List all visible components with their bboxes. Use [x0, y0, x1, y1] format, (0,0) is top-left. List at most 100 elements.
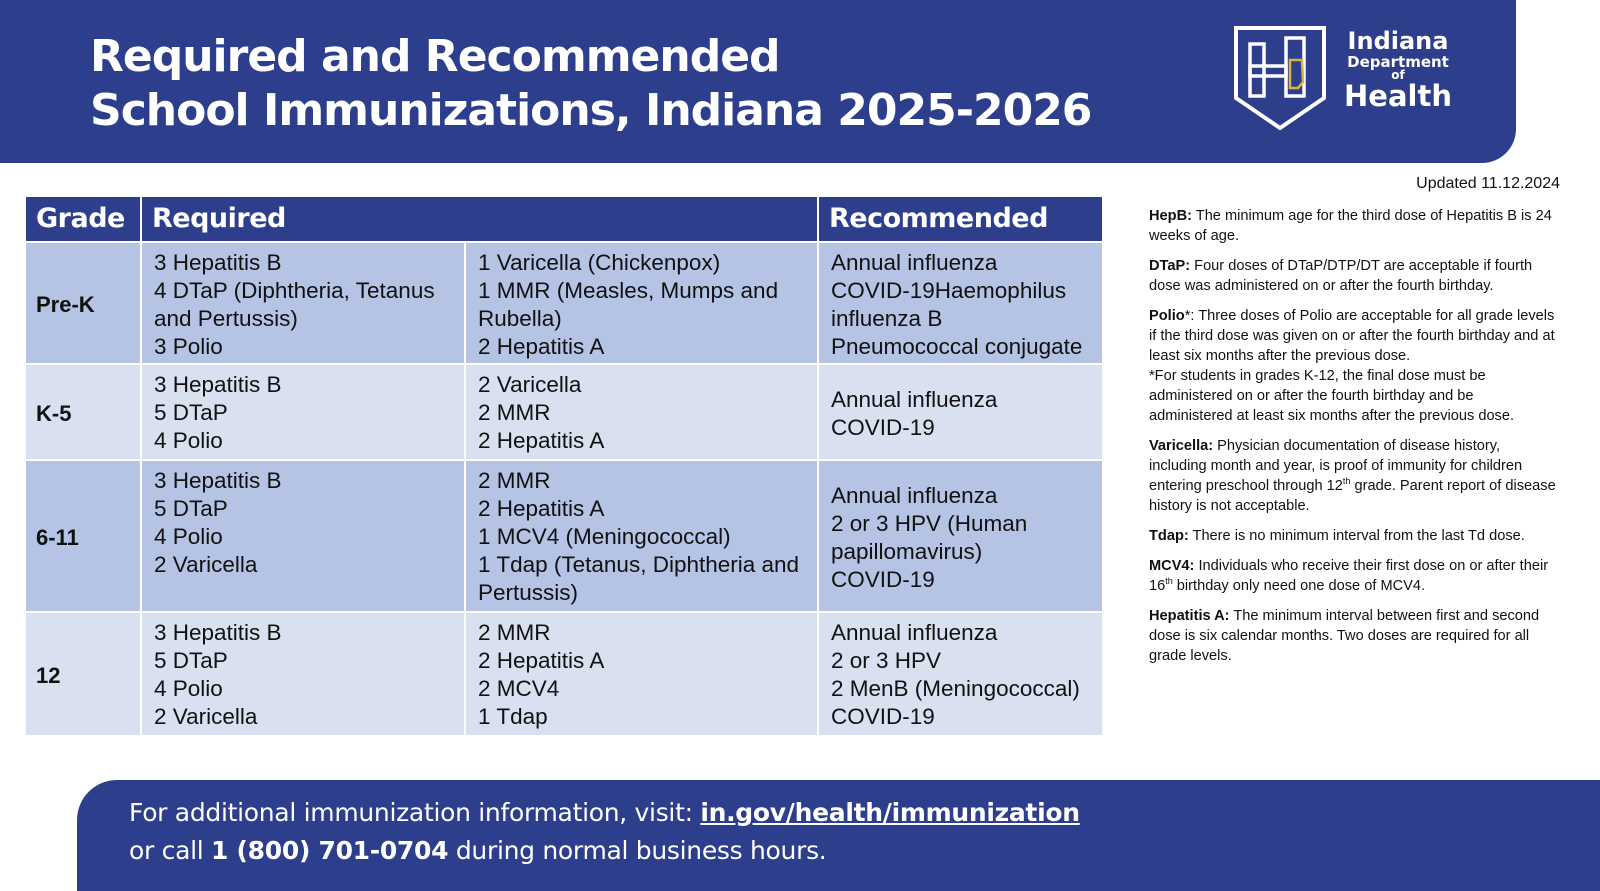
title-line-2: School Immunizations, Indiana 2025-2026	[90, 85, 1092, 136]
note-text: Four doses of DTaP/DTP/DT are acceptable…	[1149, 258, 1533, 294]
vaccine-item: 2 Varicella	[478, 372, 582, 397]
vaccine-item: 2 or 3 HPV (Human papillomavirus)	[831, 511, 1028, 564]
vaccine-item: 3 Polio	[154, 334, 223, 359]
page-title: Required and Recommended School Immuniza…	[90, 30, 1092, 138]
vaccine-item: COVID-19	[831, 415, 935, 440]
vaccine-item: 2 Varicella	[154, 552, 258, 577]
vaccine-item: 1 Tdap	[478, 704, 548, 729]
note-text: The minimum interval between first and s…	[1149, 608, 1540, 664]
note-label: Polio	[1149, 308, 1185, 324]
vaccine-item: 2 Hepatitis A	[478, 334, 605, 359]
required-cell-b: 1 Varicella (Chickenpox) 1 MMR (Measles, …	[464, 241, 819, 365]
note-mcv4: MCV4: Individuals who receive their firs…	[1149, 556, 1561, 596]
required-cell-b: 2 Varicella 2 MMR 2 Hepatitis A	[464, 363, 819, 461]
vaccine-item: 3 Hepatitis B	[154, 250, 282, 275]
shield-icon	[1234, 26, 1326, 131]
note-label: DTaP:	[1149, 258, 1191, 274]
header-recommended: Recommended	[817, 197, 1104, 243]
note-dtap: DTaP: Four doses of DTaP/DTP/DT are acce…	[1149, 256, 1561, 296]
logo-line-3: of	[1391, 68, 1405, 82]
note-hepb: HepB: The minimum age for the third dose…	[1149, 206, 1561, 246]
note-footnote: *For students in grades K-12, the final …	[1149, 368, 1515, 424]
vaccine-item: 1 MCV4 (Meningococcal)	[478, 524, 731, 549]
note-tdap: Tdap: There is no minimum interval from …	[1149, 526, 1561, 546]
note-superscript: th	[1165, 576, 1173, 587]
vaccine-item: 2 Hepatitis A	[478, 428, 605, 453]
note-text: There is no minimum interval from the la…	[1188, 528, 1525, 544]
note-label: MCV4:	[1149, 558, 1195, 574]
note-hepa: Hepatitis A: The minimum interval betwee…	[1149, 606, 1561, 666]
vaccine-item: 4 DTaP (Diphtheria, Tetanus and Pertussi…	[154, 278, 435, 331]
vaccine-item: 3 Hepatitis B	[154, 620, 282, 645]
vaccine-item: 1 Varicella (Chickenpox)	[478, 250, 721, 275]
vaccine-item: 2 Varicella	[154, 704, 258, 729]
grade-cell: K-5	[24, 363, 142, 461]
table-row: Pre-K 3 Hepatitis B 4 DTaP (Diphtheria, T…	[24, 241, 1104, 365]
vaccine-item: 2 MCV4	[478, 676, 560, 701]
recommended-cell: Annual influenza COVID-19	[817, 363, 1104, 461]
note-text: birthday only need one dose of MCV4.	[1172, 578, 1426, 594]
vaccine-item: COVID-19Haemophilus influenza B	[831, 278, 1067, 331]
vaccine-item: 2 Hepatitis A	[478, 648, 605, 673]
note-superscript: th	[1342, 476, 1351, 487]
updated-date: Updated 11.12.2024	[1416, 175, 1560, 192]
table-row: 12 3 Hepatitis B 5 DTaP 4 Polio 2 Varicella…	[24, 611, 1104, 737]
grade-cell: 6-11	[24, 459, 142, 613]
note-label: Tdap:	[1149, 528, 1189, 544]
vaccine-item: Pneumococcal conjugate	[831, 334, 1083, 359]
vaccine-item: 4 Polio	[154, 428, 223, 453]
phone-number: 1 (800) 701-0704	[211, 836, 449, 865]
vaccine-item: Annual influenza	[831, 387, 998, 412]
vaccine-item: 1 MMR (Measles, Mumps and Rubella)	[478, 278, 779, 331]
note-label: Varicella:	[1149, 438, 1214, 454]
logo-line-1: Indiana	[1347, 27, 1449, 55]
table-header-row: Grade Required Recommended	[24, 197, 1104, 243]
note-text: Physician documentation of disease histo…	[1149, 438, 1523, 494]
vaccine-item: 4 Polio	[154, 676, 223, 701]
logo-line-2: Department	[1347, 53, 1449, 71]
required-cell-b: 2 MMR 2 Hepatitis A 2 MCV4 1 Tdap	[464, 611, 819, 737]
footer-hours-text: during normal business hours.	[448, 836, 827, 865]
immunization-link[interactable]: in.gov/health/immunization	[700, 798, 1080, 827]
note-polio: Polio*: Three doses of Polio are accepta…	[1149, 306, 1561, 426]
vaccine-item: 2 or 3 HPV	[831, 648, 942, 673]
note-text: Individuals who receive their first dose…	[1149, 558, 1549, 594]
note-label: Hepatitis A:	[1149, 608, 1230, 624]
required-cell-a: 3 Hepatitis B 4 DTaP (Diphtheria, Tetanus…	[140, 241, 466, 365]
vaccine-item: 5 DTaP	[154, 496, 228, 521]
header-grade: Grade	[24, 197, 142, 243]
recommended-cell: Annual influenza 2 or 3 HPV 2 MenB (Mening…	[817, 611, 1104, 737]
vaccine-item: Annual influenza	[831, 620, 998, 645]
idoh-logo: Indiana Department of Health	[1230, 22, 1460, 137]
vaccine-item: Annual influenza	[831, 250, 998, 275]
recommended-cell: Annual influenza 2 or 3 HPV (Human papill…	[817, 459, 1104, 613]
vaccine-item: 3 Hepatitis B	[154, 372, 282, 397]
vaccine-item: Annual influenza	[831, 483, 998, 508]
vaccine-item: 3 Hepatitis B	[154, 468, 282, 493]
recommended-cell: Annual influenza COVID-19Haemophilus infl…	[817, 241, 1104, 365]
note-text: grade. Parent report of disease history …	[1149, 478, 1556, 514]
vaccine-item: 2 MMR	[478, 620, 551, 645]
vaccine-item: 2 Hepatitis A	[478, 496, 605, 521]
required-cell-a: 3 Hepatitis B 5 DTaP 4 Polio 2 Varicella	[140, 611, 466, 737]
logo-line-4: Health	[1344, 79, 1452, 113]
note-text: The minimum age for the third dose of He…	[1149, 208, 1552, 244]
footer-text: For additional immunization information,…	[129, 794, 1080, 870]
vaccine-item: COVID-19	[831, 567, 935, 592]
page-footer: For additional immunization information,…	[77, 780, 1600, 891]
logo-wordmark: Indiana Department of Health	[1342, 28, 1454, 112]
table-row: K-5 3 Hepatitis B 5 DTaP 4 Polio 2 Varicel…	[24, 363, 1104, 461]
note-star: *:	[1184, 308, 1195, 324]
vaccine-item: COVID-19	[831, 704, 935, 729]
immunization-table: Grade Required Recommended Pre-K 3 Hepat…	[24, 197, 1104, 737]
required-cell-a: 3 Hepatitis B 5 DTaP 4 Polio	[140, 363, 466, 461]
vaccine-item: 2 MenB (Meningococcal)	[831, 676, 1080, 701]
note-label: HepB:	[1149, 208, 1192, 224]
footnotes-panel: HepB: The minimum age for the third dose…	[1149, 206, 1561, 676]
required-cell-a: 3 Hepatitis B 5 DTaP 4 Polio 2 Varicella	[140, 459, 466, 613]
vaccine-item: 5 DTaP	[154, 400, 228, 425]
title-line-1: Required and Recommended	[90, 31, 781, 82]
vaccine-item: 1 Tdap (Tetanus, Diphtheria and Pertussi…	[478, 552, 800, 605]
page-header: Required and Recommended School Immuniza…	[0, 0, 1516, 163]
grade-cell: Pre-K	[24, 241, 142, 365]
